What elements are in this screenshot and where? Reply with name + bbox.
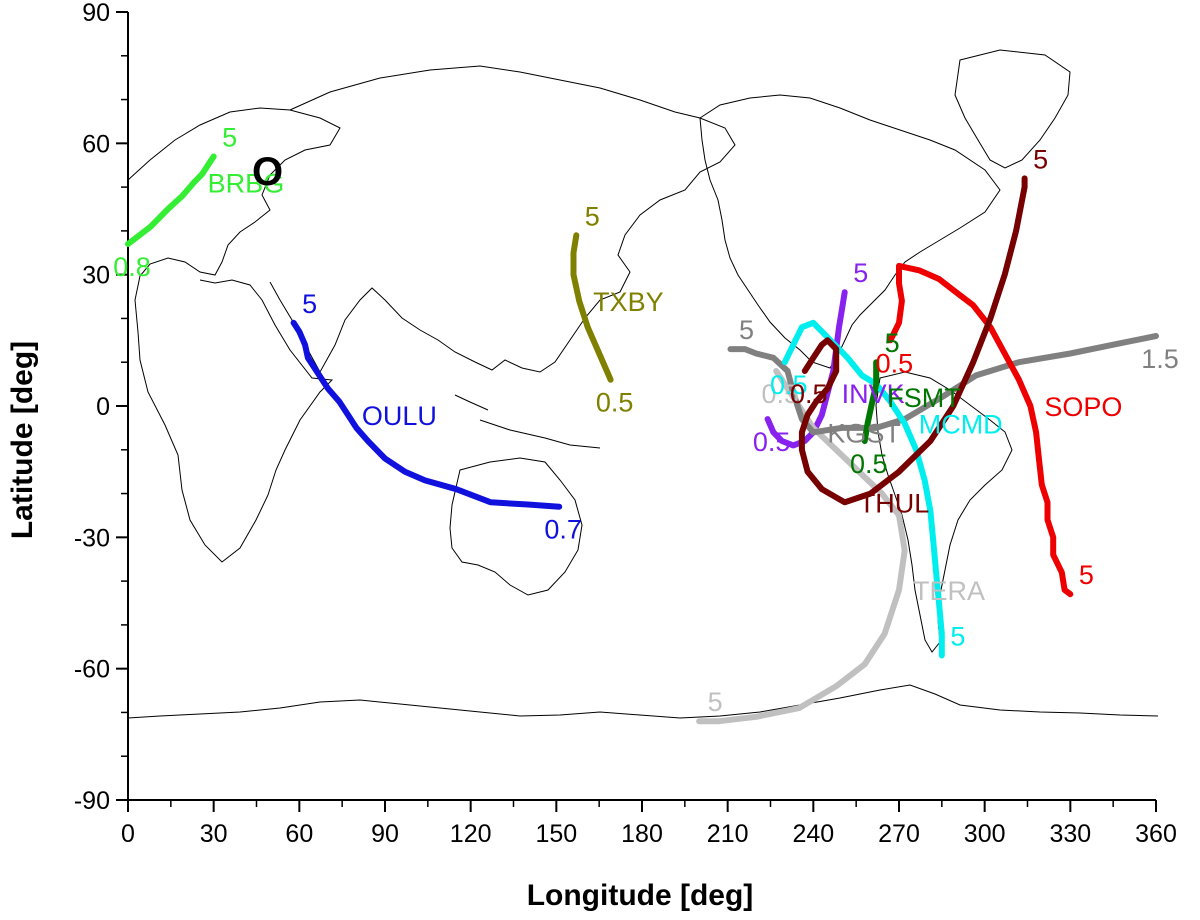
x-tick-label: 240 xyxy=(792,820,834,848)
series-line-tera xyxy=(696,368,908,725)
series-line-fsmt xyxy=(861,359,880,444)
series-start-label: 0.8 xyxy=(113,252,151,282)
x-axis-title: Longitude [deg] xyxy=(527,879,754,912)
series-start-label: 0.5 xyxy=(876,348,914,378)
marker-label-o: O xyxy=(252,150,283,194)
x-tick-label: 300 xyxy=(964,820,1006,848)
series-start-label: 0.5 xyxy=(753,427,791,457)
series-line-kgst xyxy=(727,333,1159,436)
series-name-mcmd: MCMD xyxy=(919,410,1003,440)
series-line-txby xyxy=(570,232,614,383)
series-line-brbg xyxy=(125,153,217,247)
series-line-mcmd xyxy=(781,319,945,659)
x-tick-label: 360 xyxy=(1135,820,1177,848)
series-layer xyxy=(125,153,1159,725)
y-tick-label: -30 xyxy=(74,524,110,552)
series-name-fsmt: FSMT xyxy=(887,383,961,413)
series-line-sopo xyxy=(887,262,1074,598)
series-start-label: 0.5 xyxy=(770,370,808,400)
y-tick-label: 0 xyxy=(96,393,110,421)
x-tick-label: 60 xyxy=(285,820,313,848)
x-tick-label: 30 xyxy=(200,820,228,848)
y-tick-label: 30 xyxy=(82,262,110,290)
series-end-label: 5 xyxy=(1079,560,1094,590)
series-line-invk xyxy=(764,289,848,449)
series-name-invk: INVK xyxy=(842,379,905,409)
series-name-thul: THUL xyxy=(859,488,930,518)
x-tick-label: 180 xyxy=(621,820,663,848)
series-end-label: 5 xyxy=(585,201,600,231)
y-tick-label: 60 xyxy=(82,130,110,158)
series-line-oulu xyxy=(290,319,563,510)
series-start-label: 1.5 xyxy=(1141,344,1179,374)
axes: 0 30 60 90 120 150 180 210 240 270 300 330 360906030… xyxy=(74,0,1177,848)
series-line-thul xyxy=(798,175,1028,506)
series-end-label: 5 xyxy=(853,258,868,288)
x-tick-label: 90 xyxy=(371,820,399,848)
x-tick-label: 120 xyxy=(450,820,492,848)
series-start-label: 0.5 xyxy=(790,379,828,409)
x-tick-label: 150 xyxy=(535,820,577,848)
series-end-label: 5 xyxy=(222,122,237,152)
x-tick-label: 270 xyxy=(878,820,920,848)
series-end-label: 5 xyxy=(739,315,754,345)
x-tick-label: 0 xyxy=(121,820,135,848)
y-axis-title: Latitude [deg] xyxy=(6,341,39,539)
y-tick-label: -60 xyxy=(74,656,110,684)
series-end-label: 5 xyxy=(950,622,965,652)
series-end-label: 5 xyxy=(885,328,900,358)
series-start-label: 0.5 xyxy=(761,379,799,409)
series-name-sopo: SOPO xyxy=(1044,392,1122,422)
y-tick-label: 90 xyxy=(82,0,110,27)
series-name-brbg: BRBG xyxy=(208,169,285,199)
series-name-kgst: KGST xyxy=(827,418,901,448)
series-name-txby: TXBY xyxy=(593,287,664,317)
series-end-label: 5 xyxy=(1033,144,1048,174)
series-end-label: 5 xyxy=(708,687,723,717)
series-start-label: 0.5 xyxy=(596,388,634,418)
series-start-label: 0.7 xyxy=(544,515,582,545)
series-name-tera: TERA xyxy=(913,576,985,606)
x-tick-label: 210 xyxy=(707,820,749,848)
series-name-oulu: OULU xyxy=(362,401,437,431)
series-start-label: 0.5 xyxy=(850,449,888,479)
x-tick-label: 330 xyxy=(1049,820,1091,848)
y-tick-label: -90 xyxy=(74,787,110,815)
series-end-label: 5 xyxy=(302,289,317,319)
